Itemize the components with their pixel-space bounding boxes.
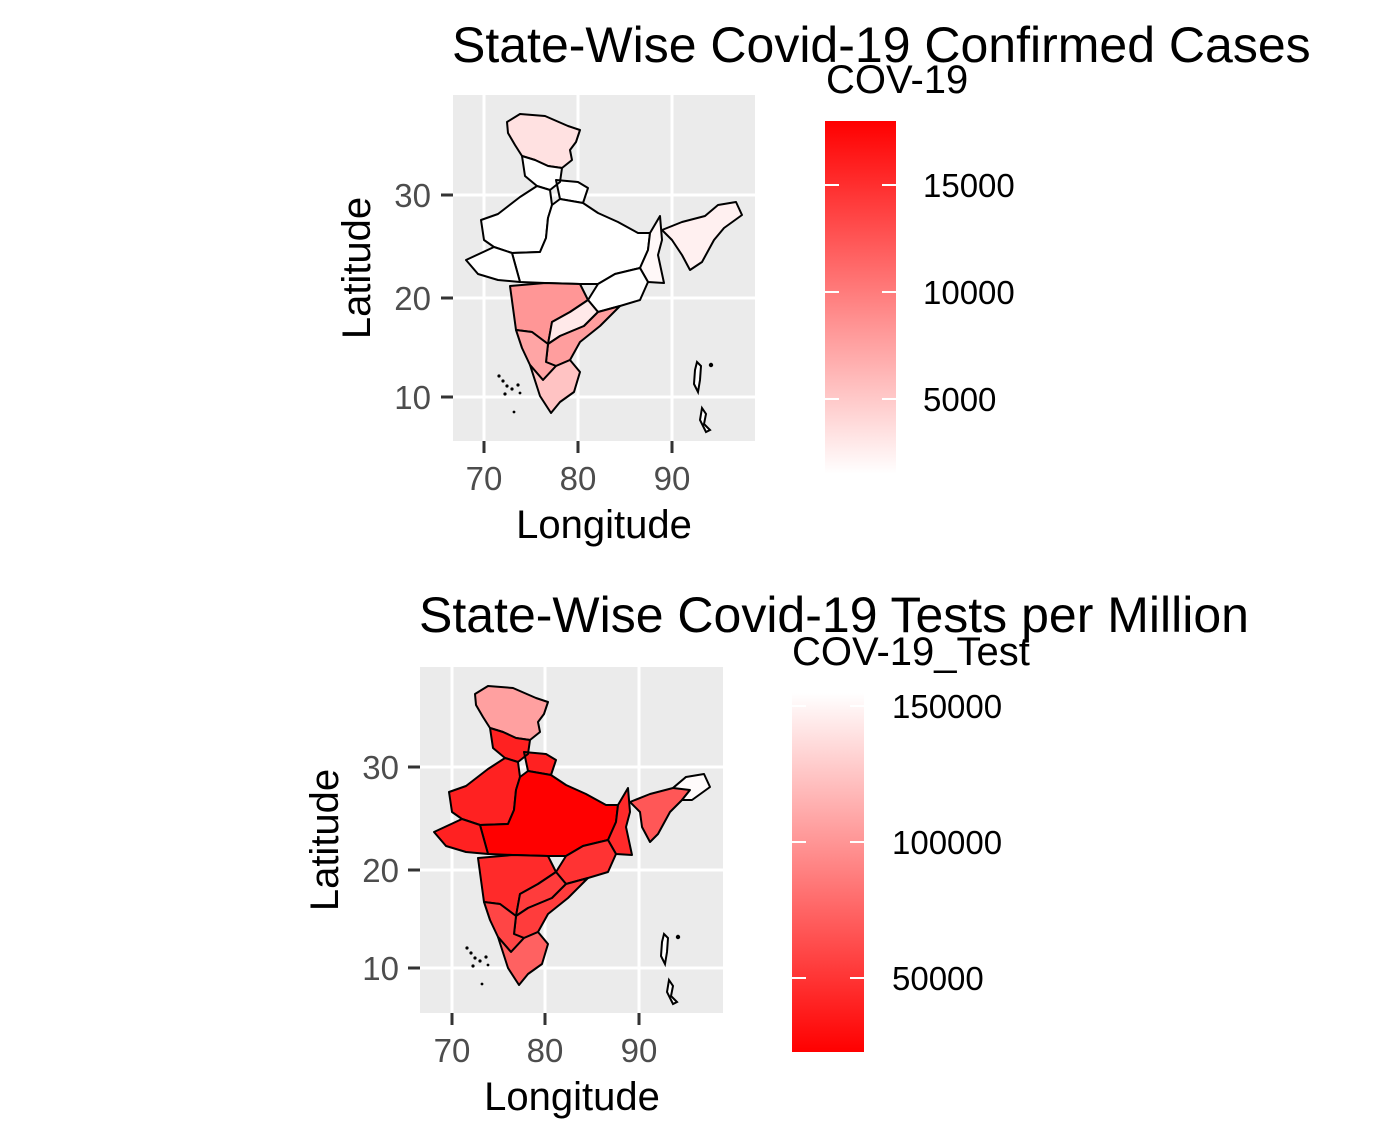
region-east-bengal [607,787,633,856]
region-west-coast-west [465,246,521,283]
panel-tests-per-million: State-Wise Covid-19 Tests per Million [303,587,1249,1119]
region-west-coast-west [433,818,489,855]
region-north-kashmir [506,113,581,169]
chart-title: State-Wise Covid-19 Tests per Million [419,587,1249,643]
region-north-kashmir [474,685,549,741]
colorbar-ticks [792,705,864,979]
x-axis: 70 80 90 Longitude [434,1013,660,1119]
plot-area [453,95,755,441]
y-tick-label: 20 [362,852,399,889]
y-tick-label: 10 [394,379,431,416]
region-northeast [661,201,743,271]
x-axis-title: Longitude [516,503,692,547]
region-northeast [629,776,691,843]
islands-lakshadweep [497,374,522,414]
islands-andaman-nicobar [692,360,714,434]
islands-lakshadweep [465,946,490,986]
y-axis-title: Latitude [335,197,379,339]
panel-confirmed-cases: State-Wise Covid-19 Confirmed Cases [335,17,1311,547]
region-east-bengal [639,215,665,284]
y-axis-title: Latitude [303,769,347,911]
y-tick-label: 10 [362,950,399,987]
colorbar [792,693,864,1052]
legend: COV-19 15000 10000 5000 [825,58,1015,474]
y-axis: 30 20 10 Latitude [335,177,453,416]
legend-label: 10000 [923,274,1015,311]
legend-label: 50000 [892,960,984,997]
y-tick-label: 20 [394,280,431,317]
region-southern-tip [529,359,581,414]
region-southern-tip [497,931,549,986]
legend: COV-19_Test 150000 100000 50000 [792,630,1030,1052]
y-tick-label: 30 [362,749,399,786]
x-tick-label: 80 [527,1032,564,1069]
legend-label: 5000 [923,381,996,418]
y-axis: 30 20 10 Latitude [303,749,420,987]
legend-label: 100000 [892,824,1002,861]
region-himalaya [489,727,557,776]
colorbar-ticks [825,184,896,400]
islands-andaman-nicobar [659,932,681,1006]
x-tick-label: 90 [621,1032,658,1069]
x-tick-label: 90 [654,460,691,497]
map-regions [433,685,711,986]
legend-label: 150000 [892,688,1002,725]
x-axis: 70 80 90 Longitude [466,441,692,547]
x-tick-label: 80 [560,460,597,497]
region-northeast-far [672,773,711,801]
legend-title: COV-19_Test [792,630,1030,674]
colorbar [825,121,896,474]
map-regions [465,113,743,414]
legend-title: COV-19 [826,58,968,102]
y-tick-label: 30 [394,177,431,214]
region-himalaya [521,155,589,204]
chart-title: State-Wise Covid-19 Confirmed Cases [452,17,1311,73]
x-tick-label: 70 [466,460,503,497]
plot-area [420,667,723,1013]
legend-label: 15000 [923,167,1015,204]
x-axis-title: Longitude [484,1075,660,1119]
x-tick-label: 70 [434,1032,471,1069]
